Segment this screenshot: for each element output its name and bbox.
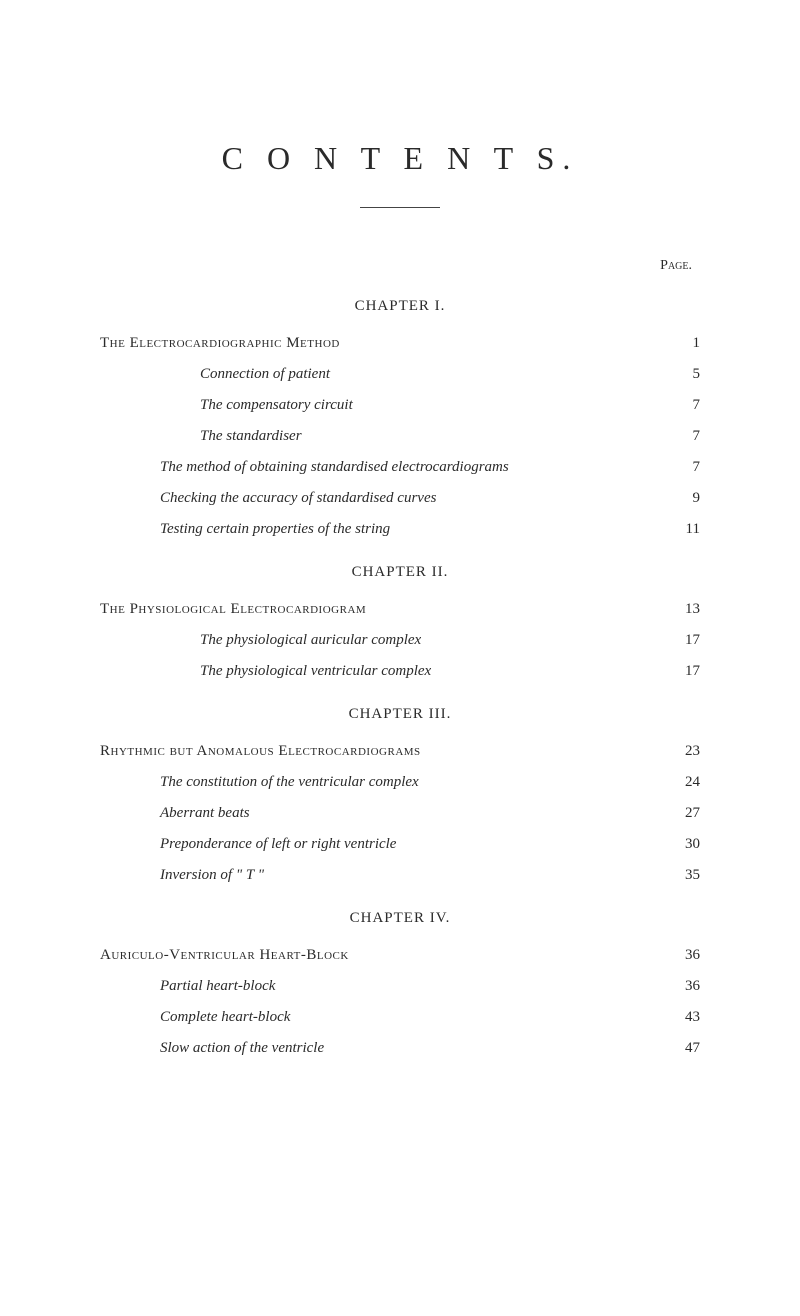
toc-page-number: 17 — [660, 630, 700, 651]
page-column-label: Page. — [100, 258, 700, 274]
toc-entry: Preponderance of left or right ventricle… — [100, 834, 700, 855]
toc-page-number: 13 — [660, 599, 700, 620]
toc-entry: The Physiological Electrocardiogram 13 — [100, 599, 700, 620]
toc-entry-label: Rhythmic but Anomalous Electrocardiogram… — [100, 741, 421, 762]
toc-entry-label: Checking the accuracy of standardised cu… — [160, 488, 436, 509]
toc-entry: The compensatory circuit 7 — [100, 395, 700, 416]
toc-page-number: 7 — [660, 395, 700, 416]
toc-entry: Partial heart-block 36 — [100, 976, 700, 997]
toc-entry-label: The constitution of the ventricular comp… — [160, 772, 419, 793]
toc-page-number: 17 — [660, 661, 700, 682]
toc-entry: The constitution of the ventricular comp… — [100, 772, 700, 793]
chapter-heading: CHAPTER III. — [100, 706, 700, 723]
toc-entry-label: The compensatory circuit — [200, 395, 353, 416]
toc-entry-label: Aberrant beats — [160, 803, 250, 824]
toc-entry-label: The standardiser — [200, 426, 302, 447]
toc-entry: The method of obtaining standardised ele… — [100, 457, 700, 478]
toc-page-number: 36 — [660, 976, 700, 997]
toc-entry-label: The physiological ventricular complex — [200, 661, 431, 682]
toc-entry: The Electrocardiographic Method 1 — [100, 333, 700, 354]
toc-entry: Auriculo-Ventricular Heart-Block 36 — [100, 945, 700, 966]
toc-entry: Connection of patient 5 — [100, 364, 700, 385]
toc-entry: Rhythmic but Anomalous Electrocardiogram… — [100, 741, 700, 762]
chapter-heading: CHAPTER II. — [100, 564, 700, 581]
toc-entry: Checking the accuracy of standardised cu… — [100, 488, 700, 509]
toc-entry-label: Slow action of the ventricle — [160, 1038, 324, 1059]
toc-entry-label: Connection of patient — [200, 364, 330, 385]
toc-page-number: 24 — [660, 772, 700, 793]
toc-page-number: 30 — [660, 834, 700, 855]
toc-entry-label: The method of obtaining standardised ele… — [160, 457, 509, 478]
toc-page-number: 35 — [660, 865, 700, 886]
toc-entry-label: The physiological auricular complex — [200, 630, 421, 651]
toc-page-number: 1 — [660, 333, 700, 354]
toc-entry-label: Inversion of " T " — [160, 865, 264, 886]
toc-page-number: 9 — [660, 488, 700, 509]
toc-entry-label: Auriculo-Ventricular Heart-Block — [100, 945, 349, 966]
toc-entry: Testing certain properties of the string… — [100, 519, 700, 540]
toc-entry-label: Complete heart-block — [160, 1007, 290, 1028]
toc-entry-label: The Electrocardiographic Method — [100, 333, 340, 354]
toc-page-number: 27 — [660, 803, 700, 824]
toc-page-number: 47 — [660, 1038, 700, 1059]
toc-entry-label: Testing certain properties of the string — [160, 519, 390, 540]
toc-page-number: 43 — [660, 1007, 700, 1028]
toc-page-number: 5 — [660, 364, 700, 385]
toc-entry: The physiological auricular complex 17 — [100, 630, 700, 651]
toc-entry-label: Partial heart-block — [160, 976, 275, 997]
page-title: C O N T E N T S. — [100, 140, 700, 177]
toc-page-number: 36 — [660, 945, 700, 966]
chapters-container: CHAPTER I. The Electrocardiographic Metho… — [100, 298, 700, 1059]
chapter-heading: CHAPTER IV. — [100, 910, 700, 927]
toc-page-number: 7 — [660, 457, 700, 478]
title-divider — [360, 207, 440, 208]
toc-entry: Slow action of the ventricle 47 — [100, 1038, 700, 1059]
toc-entry: The physiological ventricular complex 17 — [100, 661, 700, 682]
toc-entry: Complete heart-block 43 — [100, 1007, 700, 1028]
toc-entry: Aberrant beats 27 — [100, 803, 700, 824]
toc-entry-label: The Physiological Electrocardiogram — [100, 599, 366, 620]
chapter-heading: CHAPTER I. — [100, 298, 700, 315]
toc-page-number: 11 — [660, 519, 700, 540]
toc-entry-label: Preponderance of left or right ventricle — [160, 834, 396, 855]
toc-entry: Inversion of " T " 35 — [100, 865, 700, 886]
toc-page-number: 23 — [660, 741, 700, 762]
toc-page-number: 7 — [660, 426, 700, 447]
toc-entry: The standardiser 7 — [100, 426, 700, 447]
